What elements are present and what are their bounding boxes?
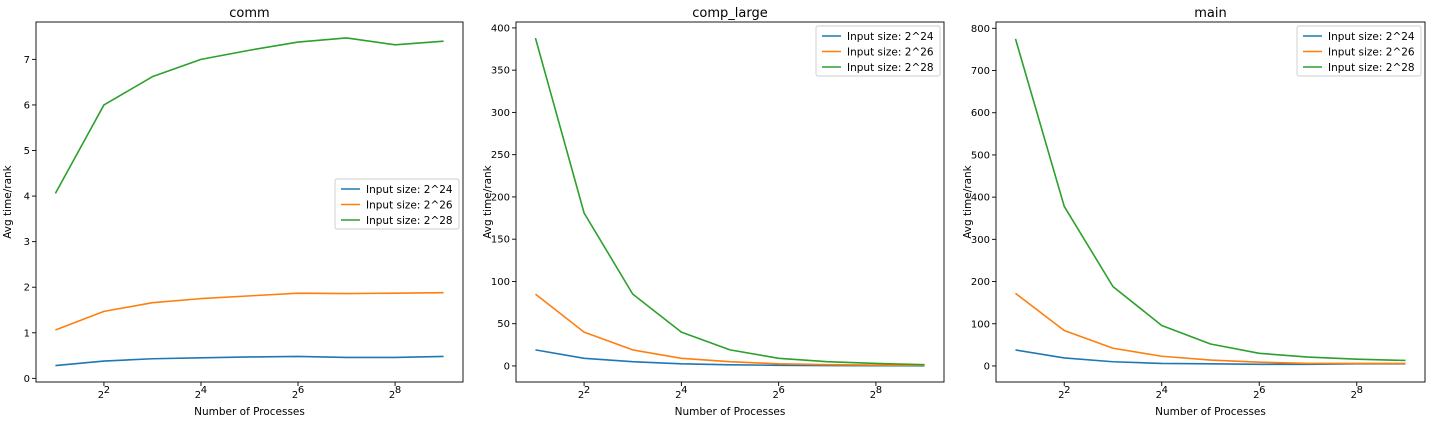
legend: Input size: 2^24 Input size: 2^26 Input si… — [1296, 25, 1422, 77]
legend-label: Input size: 2^24 — [1328, 31, 1415, 43]
y-tick-label: 5 — [24, 146, 30, 157]
y-axis-label: Avg time/rank — [482, 164, 494, 238]
x-tick-label: 2 — [1351, 390, 1357, 401]
series-line-2 — [55, 291, 444, 331]
y-tick-label: 50 — [497, 319, 510, 330]
x-tick-label: 2 — [675, 390, 681, 401]
legend-label: Input size: 2^24 — [847, 31, 934, 43]
y-tick-label: 4 — [24, 192, 30, 203]
y-tick-label: 150 — [491, 235, 510, 246]
x-tick-label: 2 — [1058, 390, 1064, 401]
y-tick-label: 6 — [24, 100, 30, 111]
y-tick-label: 800 — [971, 24, 990, 35]
chart-title: comp_large — [692, 6, 767, 21]
legend: Input size: 2^24 Input size: 2^26 Input si… — [815, 25, 941, 77]
legend-box — [1296, 25, 1422, 77]
legend: Input size: 2^24 Input size: 2^26 Input si… — [334, 178, 460, 230]
x-tick-label: 2 — [772, 390, 778, 401]
legend-label: Input size: 2^26 — [1328, 46, 1415, 58]
y-tick-label: 0 — [984, 361, 990, 372]
x-axis-label: Number of Processes — [1155, 406, 1266, 418]
x-tick-label-exponent: 2 — [584, 385, 590, 396]
legend-box — [815, 25, 941, 77]
x-axis-label: Number of Processes — [675, 406, 786, 418]
legend-label: Input size: 2^28 — [1328, 62, 1415, 74]
x-tick-label: 2 — [870, 390, 876, 401]
chart-title: main — [1194, 6, 1226, 21]
y-tick-label: 300 — [971, 235, 990, 246]
x-tick-label: 2 — [578, 390, 584, 401]
x-tick-label-exponent: 2 — [1064, 385, 1070, 396]
y-tick-label: 2 — [24, 283, 30, 294]
y-tick-label: 0 — [24, 374, 30, 385]
chart-title: comm — [229, 6, 269, 21]
y-tick-label: 200 — [971, 277, 990, 288]
legend-label: Input size: 2^28 — [847, 62, 934, 74]
y-tick-label: 250 — [491, 150, 510, 161]
plot-frame — [515, 21, 945, 383]
legend-box — [334, 178, 460, 230]
x-tick-label-exponent: 2 — [104, 385, 110, 396]
x-tick-label-exponent: 8 — [876, 385, 882, 396]
series-line-3 — [54, 37, 444, 194]
x-tick-label: 2 — [389, 390, 395, 401]
y-tick-label: 100 — [971, 319, 990, 330]
y-tick-label: 400 — [491, 23, 510, 34]
x-tick-label-exponent: 8 — [1357, 385, 1363, 396]
y-tick-label: 1 — [24, 328, 30, 339]
legend-label: Input size: 2^24 — [366, 184, 453, 196]
y-tick-label: 3 — [24, 237, 30, 248]
x-tick-label: 2 — [292, 390, 298, 401]
y-tick-label: 0 — [504, 361, 510, 372]
y-tick-label: 700 — [971, 66, 990, 77]
x-tick-label-exponent: 6 — [778, 385, 784, 396]
x-tick-label-exponent: 8 — [395, 385, 401, 396]
x-tick-label: 2 — [1156, 390, 1162, 401]
y-tick-label: 500 — [971, 150, 990, 161]
y-tick-label: 200 — [491, 192, 510, 203]
y-axis-label: Avg time/rank — [962, 164, 974, 238]
series-line-3 — [534, 37, 925, 366]
y-tick-label: 7 — [24, 55, 30, 66]
y-tick-label: 100 — [491, 277, 510, 288]
x-tick-label-exponent: 4 — [201, 385, 207, 396]
series-line-2 — [534, 293, 925, 367]
x-axis-label: Number of Processes — [194, 406, 305, 418]
series-line-2 — [1015, 292, 1406, 365]
x-tick-label: 2 — [98, 390, 104, 401]
x-tick-label-exponent: 6 — [1259, 385, 1265, 396]
x-tick-label-exponent: 4 — [1162, 385, 1168, 396]
plot-frame — [35, 21, 464, 383]
x-tick-label-exponent: 4 — [681, 385, 687, 396]
y-tick-label: 600 — [971, 108, 990, 119]
y-axis-label: Avg time/rank — [2, 164, 14, 238]
y-tick-label: 350 — [491, 66, 510, 77]
plot-frame — [995, 21, 1426, 383]
x-tick-label: 2 — [195, 390, 201, 401]
legend-label: Input size: 2^26 — [847, 46, 934, 58]
x-tick-label: 2 — [1253, 390, 1259, 401]
x-tick-label-exponent: 6 — [298, 385, 304, 396]
y-tick-label: 400 — [971, 193, 990, 204]
series-line-3 — [1014, 38, 1406, 362]
y-tick-label: 300 — [491, 108, 510, 119]
legend-label: Input size: 2^26 — [366, 199, 453, 211]
series-line-1 — [1015, 349, 1406, 366]
legend-label: Input size: 2^28 — [366, 215, 453, 227]
series-line-1 — [55, 355, 444, 367]
